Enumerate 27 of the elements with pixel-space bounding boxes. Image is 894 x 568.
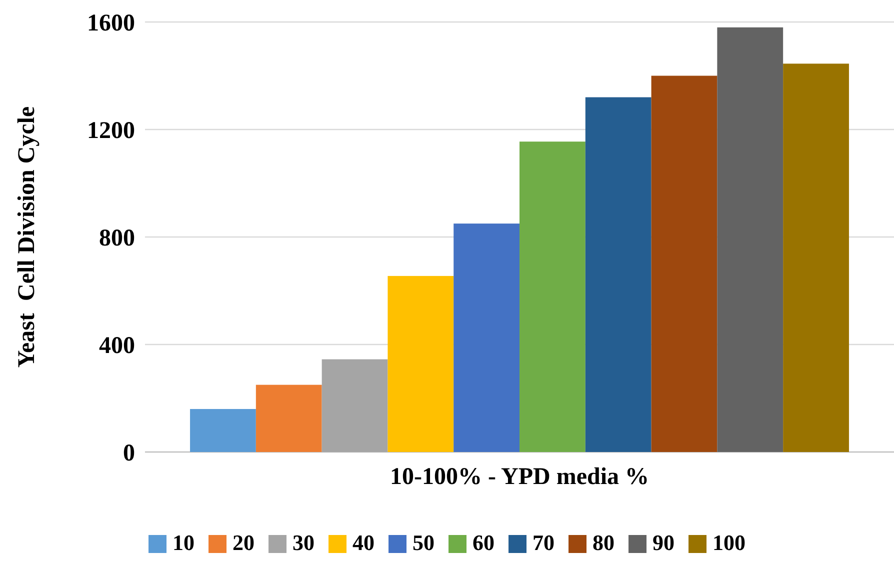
legend-label: 60 (472, 530, 494, 555)
y-tick-label: 400 (99, 332, 135, 359)
y-tick-label: 800 (99, 225, 135, 252)
legend-label: 20 (232, 530, 254, 555)
legend-label: 70 (532, 530, 554, 555)
bar (717, 27, 784, 452)
bar (783, 64, 849, 452)
legend-label: 100 (712, 530, 746, 555)
bar (322, 359, 388, 452)
legend-label: 90 (652, 530, 674, 555)
bar (388, 276, 454, 452)
bar (520, 142, 586, 452)
x-axis-title: 10-100% - YPD media % (390, 464, 650, 490)
legend-label: 30 (292, 530, 314, 555)
bar (190, 409, 256, 452)
bar (651, 76, 718, 452)
bar (256, 384, 322, 452)
legend-label: 50 (412, 530, 434, 555)
y-axis-title: Yeast Cell Division Cycle (14, 106, 40, 368)
legend-label: 80 (592, 530, 614, 555)
legend-label: 40 (352, 530, 374, 555)
bar (454, 224, 520, 452)
y-tick-label: 0 (123, 440, 135, 466)
y-tick-label: 1600 (87, 10, 135, 36)
bar (585, 97, 652, 452)
legend-label: 10 (172, 530, 194, 555)
y-tick-label: 1200 (87, 118, 135, 144)
